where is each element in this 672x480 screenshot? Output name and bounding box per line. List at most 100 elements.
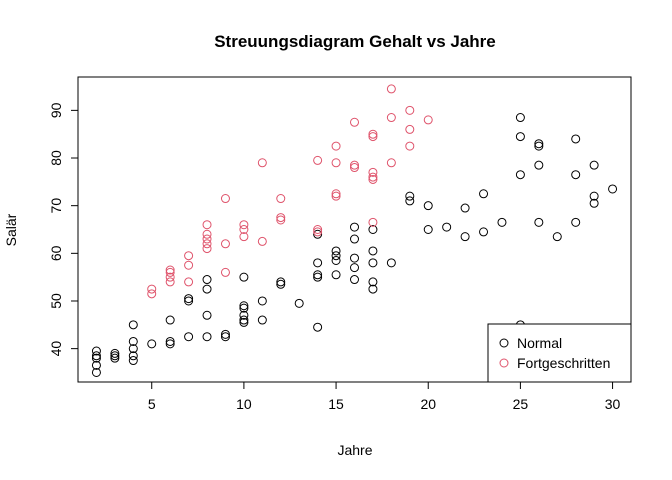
data-point xyxy=(497,217,507,227)
data-point xyxy=(313,322,323,332)
x-tick-label: 5 xyxy=(148,396,156,412)
data-point xyxy=(239,272,249,282)
data-point xyxy=(202,229,212,239)
data-point xyxy=(276,279,286,289)
data-point xyxy=(589,198,599,208)
data-point xyxy=(165,339,175,349)
data-point xyxy=(147,339,157,349)
y-tick-label: 70 xyxy=(48,198,64,214)
data-point xyxy=(276,213,286,223)
data-point xyxy=(202,310,212,320)
data-point xyxy=(276,215,286,225)
data-point xyxy=(220,267,230,277)
data-point xyxy=(202,220,212,230)
y-tick-label: 50 xyxy=(48,293,64,309)
data-point xyxy=(220,329,230,339)
data-point xyxy=(331,270,341,280)
data-point xyxy=(239,220,249,230)
data-point xyxy=(202,244,212,254)
data-point xyxy=(515,170,525,180)
data-point xyxy=(331,158,341,168)
data-point xyxy=(460,232,470,242)
data-point xyxy=(589,191,599,201)
data-point xyxy=(91,360,101,370)
data-point xyxy=(184,277,194,287)
legend-label-fortgeschritten: Fortgeschritten xyxy=(517,355,610,371)
y-tick-label: 80 xyxy=(48,150,64,166)
data-point xyxy=(313,227,323,237)
data-point xyxy=(386,84,396,94)
data-point xyxy=(405,141,415,151)
data-point xyxy=(202,284,212,294)
data-point xyxy=(165,272,175,282)
data-point xyxy=(294,298,304,308)
y-tick-label: 60 xyxy=(48,245,64,261)
data-point xyxy=(331,189,341,199)
data-point xyxy=(423,225,433,234)
data-point xyxy=(368,225,378,234)
data-point xyxy=(331,191,341,201)
data-point xyxy=(313,270,323,280)
data-point xyxy=(368,167,378,177)
data-point xyxy=(442,222,452,232)
data-point xyxy=(313,155,323,165)
x-tick-label: 10 xyxy=(236,396,252,412)
data-point xyxy=(368,172,378,182)
data-point xyxy=(534,160,544,170)
data-point xyxy=(571,170,581,180)
data-point xyxy=(110,353,120,363)
data-point xyxy=(165,267,175,277)
x-tick-label: 20 xyxy=(420,396,436,412)
data-point xyxy=(350,234,359,244)
data-point xyxy=(405,105,415,115)
data-point xyxy=(405,124,415,134)
data-point xyxy=(331,255,341,265)
data-point xyxy=(128,351,138,361)
data-point xyxy=(276,194,286,204)
data-point xyxy=(147,284,157,294)
data-point xyxy=(128,320,138,330)
data-point xyxy=(165,336,175,346)
data-point xyxy=(331,251,341,261)
legend-marker-normal xyxy=(499,338,509,348)
data-point xyxy=(91,351,101,361)
data-point xyxy=(552,232,562,242)
data-point xyxy=(534,141,544,151)
data-point xyxy=(571,217,581,227)
data-point xyxy=(257,315,267,325)
data-point xyxy=(368,246,378,256)
data-point xyxy=(184,332,194,342)
data-point xyxy=(313,272,323,282)
data-point xyxy=(534,139,544,149)
data-point xyxy=(479,189,489,199)
data-point xyxy=(423,201,433,211)
data-point xyxy=(589,160,599,170)
data-point xyxy=(350,263,359,273)
x-tick-label: 25 xyxy=(513,396,529,412)
data-point xyxy=(405,191,415,201)
data-point xyxy=(368,277,378,287)
data-point xyxy=(368,258,378,268)
data-point xyxy=(368,284,378,294)
data-point xyxy=(313,229,323,239)
data-point xyxy=(128,356,138,366)
data-point xyxy=(386,258,396,268)
data-point xyxy=(571,134,581,144)
data-point xyxy=(368,129,378,139)
data-point xyxy=(350,253,359,263)
data-point xyxy=(276,277,286,287)
data-point xyxy=(239,310,249,320)
data-points xyxy=(91,84,618,377)
data-point xyxy=(239,303,249,313)
data-point xyxy=(331,141,341,151)
y-tick-label: 40 xyxy=(48,341,64,357)
data-point xyxy=(313,225,323,234)
data-point xyxy=(368,217,378,227)
data-point xyxy=(423,115,433,125)
data-point xyxy=(239,225,249,234)
data-point xyxy=(257,236,267,246)
y-axis: 40 50 60 70 80 90 xyxy=(48,102,79,357)
data-point xyxy=(147,289,157,299)
data-point xyxy=(220,332,230,342)
